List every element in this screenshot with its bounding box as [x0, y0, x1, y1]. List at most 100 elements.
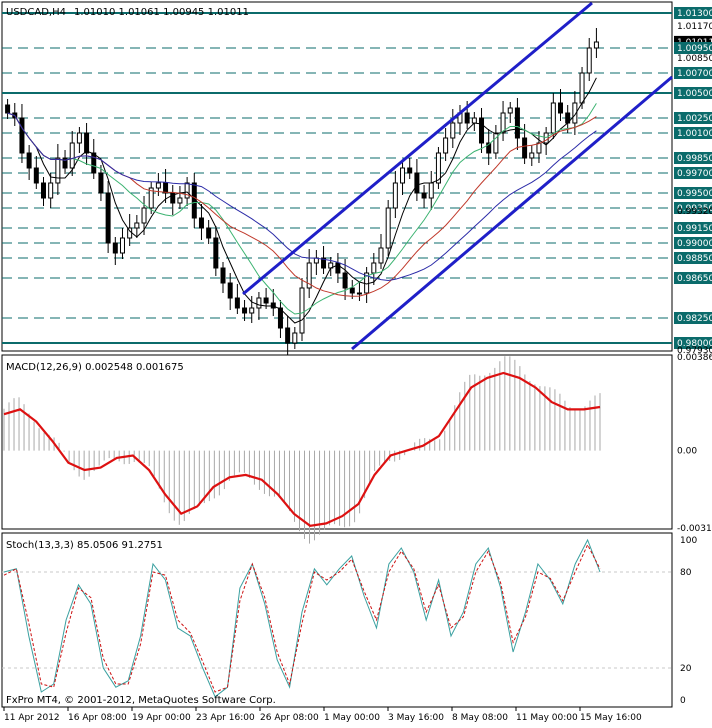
price-tick-label: 1.00100 [677, 129, 712, 139]
candle-body [234, 297, 240, 309]
level-price-box [674, 7, 712, 19]
macd-tick-label: 0.00386 [677, 353, 712, 363]
stoch-tick-label: 100 [680, 536, 697, 546]
candle-body [134, 222, 140, 229]
candle-body [163, 182, 169, 194]
macd-label: MACD(12,26,9) 0.002548 0.001675 [6, 362, 184, 373]
stoch-signal-line [3, 543, 601, 693]
price-tick-label: 1.01170 [677, 22, 712, 32]
symbol-label: USDCAD,H4 [6, 7, 66, 18]
price-tick-label: 0.99320 [677, 207, 712, 217]
candle-body [335, 262, 341, 274]
candle-body [321, 257, 327, 269]
candle-body [514, 107, 520, 139]
candle-body [550, 102, 556, 134]
candle-body [148, 187, 154, 209]
candle-body [170, 192, 176, 204]
price-tick-label: 0.99350 [677, 204, 712, 214]
level-price-box [674, 167, 712, 179]
time-tick-label: 23 Apr 16:00 [196, 713, 255, 723]
candle-body [407, 167, 413, 174]
copyright-text: FxPro MT4, © 2001-2012, MetaQuotes Softw… [6, 695, 276, 706]
time-tick-label: 15 May 16:00 [580, 713, 642, 723]
price-tick-label: 0.98650 [677, 274, 712, 284]
level-price-box [674, 237, 712, 249]
stoch-main-line [3, 538, 601, 698]
stoch-layer [2, 538, 672, 698]
time-tick-label: 11 May 00:00 [516, 713, 578, 723]
stoch-tick-label: 0 [680, 696, 686, 706]
level-price-box [674, 202, 712, 214]
candle-body [593, 41, 599, 49]
candle-body [579, 72, 585, 104]
candle-body [277, 307, 283, 329]
ma-green-line [7, 103, 597, 315]
candle-body [421, 192, 427, 199]
candle-body [256, 297, 262, 309]
candle-body [471, 117, 477, 124]
price-tick-label: 0.99850 [677, 154, 712, 164]
candle-body [206, 227, 212, 239]
time-tick-label: 16 Apr 08:00 [68, 713, 127, 723]
price-tick-label: 0.97930 [677, 346, 712, 356]
stoch-label: Stoch(13,3,3) 85.0506 91.2751 [6, 540, 163, 551]
level-price-box [674, 222, 712, 234]
price-tick-label: 0.98850 [677, 254, 712, 264]
candle-body [19, 117, 25, 154]
candle-body [84, 132, 90, 154]
candle-body [55, 157, 61, 184]
candle-body [242, 307, 248, 314]
candle-body [33, 167, 39, 184]
candle-body [371, 262, 377, 274]
candle-body [249, 307, 255, 314]
macd-tick-label: 0.00 [677, 447, 697, 457]
candle-body [443, 137, 449, 154]
candle-body [479, 117, 485, 144]
level-price-box [674, 187, 712, 199]
candle-body [220, 267, 226, 284]
candle-body [464, 112, 470, 124]
macd-tick-label: -0.00319 [677, 524, 712, 534]
candle-body [98, 172, 104, 194]
time-tick-label: 19 Apr 00:00 [132, 713, 191, 723]
candle-body [40, 182, 46, 199]
price-tick-label: 0.99500 [677, 189, 712, 199]
candle-body [155, 182, 161, 189]
candle-body [263, 297, 269, 304]
price-tick-label: 1.00700 [677, 69, 712, 79]
level-price-box [674, 312, 712, 324]
candle-body [227, 282, 233, 299]
price-layer [2, 1, 673, 355]
candle-body [493, 132, 499, 154]
candle-body [62, 157, 68, 169]
candle-body [500, 112, 506, 134]
level-price-box [674, 127, 712, 139]
price-tick-label: 0.98000 [677, 339, 712, 349]
candle-body [586, 47, 592, 74]
candle-body [5, 104, 11, 114]
candle-body [213, 237, 219, 269]
candle-body [356, 292, 362, 295]
ma-blue-line [7, 112, 597, 282]
stoch-tick-label: 80 [680, 568, 692, 578]
level-price-box [674, 152, 712, 164]
candle-body [486, 142, 492, 154]
channel-upper-line [242, 1, 593, 296]
stoch-panel-frame [1, 532, 673, 708]
price-tick-label: 1.00250 [677, 114, 712, 124]
level-price-box [674, 272, 712, 284]
level-price-box [674, 42, 712, 54]
ohlc-values: 1.01010 1.01061 1.00945 1.01011 [74, 7, 249, 18]
candle-body [400, 167, 406, 184]
macd-panel-frame [1, 354, 673, 530]
candle-body [522, 137, 528, 159]
candle-body [529, 152, 535, 159]
candle-body [450, 122, 456, 139]
macd-signal-line [3, 371, 601, 527]
price-tick-label: 1.00950 [677, 44, 712, 54]
price-tick-label: 0.99700 [677, 169, 712, 179]
candle-body [292, 332, 298, 344]
candle-body [141, 207, 147, 224]
